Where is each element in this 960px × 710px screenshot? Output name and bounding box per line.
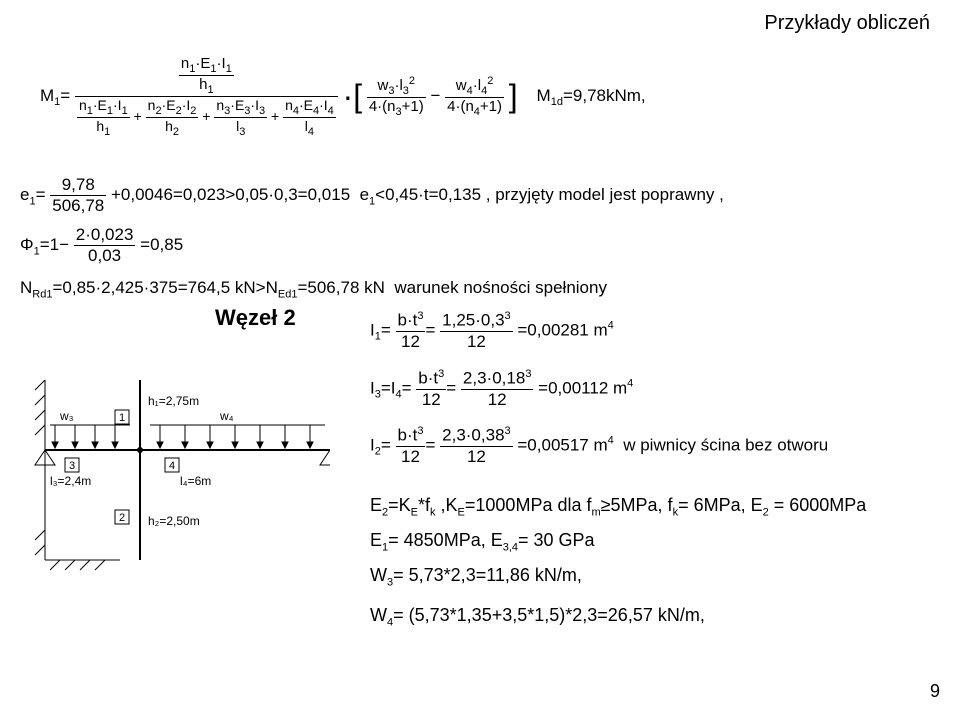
eq-w3: W3= 5,73*2,3=11,86 kN/m, — [370, 565, 582, 589]
eq-e1b: E1= 4850MPa, E3,4= 30 GPa — [370, 530, 595, 554]
page-header: Przykłady obliczeń — [764, 12, 930, 35]
svg-text:h₂=2,50m: h₂=2,50m — [148, 514, 200, 528]
eq-i2: I2= b·t312= 2,3·0,38312 =0,00517 m4 w pi… — [370, 425, 828, 467]
svg-text:l₄=6m: l₄=6m — [180, 474, 211, 488]
svg-text:1: 1 — [119, 412, 125, 424]
svg-text:h₁=2,75m: h₁=2,75m — [148, 394, 199, 408]
node-title: Węzeł 2 — [215, 305, 296, 331]
eq-phi: Φ1=1− 2·0,0230,03 =0,85 — [20, 225, 183, 266]
eq-nrd: NRd1=0,85·2,425·375=764,5 kN>NEd1=506,78… — [20, 278, 607, 300]
structural-diagram: 1 2 3 4 w₃ w₄ h₁=2,75m h₂=2,50m l₃=2,4m … — [20, 380, 330, 600]
svg-text:l₃=2,4m: l₃=2,4m — [50, 474, 91, 488]
page-number: 9 — [930, 681, 940, 702]
eq-m1: M1= n1·E1·I1h1 n1·E1·I1h1 + n2·E2·I2h2 +… — [40, 55, 646, 138]
eq-i3: I3=I4= b·t312= 2,3·0,18312 =0,00112 m4 — [370, 368, 633, 410]
svg-text:w₃: w₃ — [59, 409, 74, 423]
svg-text:w₄: w₄ — [219, 409, 234, 423]
eq-i1: I1= b·t312= 1,25·0,3312 =0,00281 m4 — [370, 310, 614, 352]
eq-e2: E2=KE*fk ,KE=1000MPa dla fm≥5MPa, fk= 6M… — [370, 495, 866, 519]
svg-text:3: 3 — [69, 460, 75, 472]
eq-e1: e1= 9,78506,78 +0,0046=0,023>0,05·0,3=0,… — [20, 175, 724, 216]
svg-text:2: 2 — [119, 512, 125, 524]
svg-text:4: 4 — [169, 460, 175, 472]
eq-w4: W4= (5,73*1,35+3,5*1,5)*2,3=26,57 kN/m, — [370, 605, 705, 629]
